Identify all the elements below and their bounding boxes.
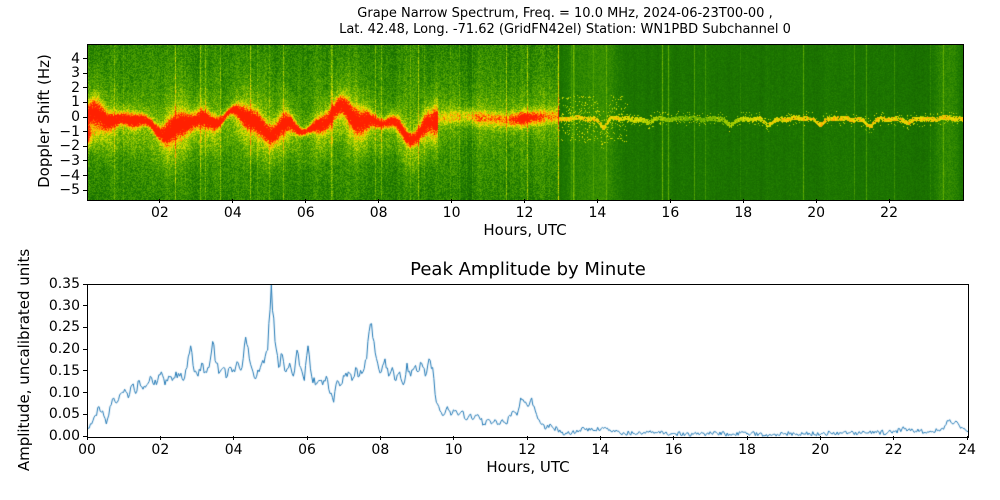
spectrogram-x-tick-label: 20	[807, 205, 826, 221]
spectrogram-axes	[87, 44, 964, 201]
spectrogram-y-tick-mark	[83, 189, 87, 191]
spectrogram-y-tick-label: 0	[71, 109, 80, 126]
figure-title-line1: Grape Narrow Spectrum, Freq. = 10.0 MHz,…	[357, 6, 773, 21]
amplitude-x-tick-label: 16	[664, 442, 683, 458]
spectrogram-y-tick-label: −3	[59, 152, 80, 169]
amplitude-x-tick-mark	[893, 436, 895, 440]
amplitude-xlabel: Hours, UTC	[486, 458, 570, 476]
amplitude-x-tick-label: 02	[151, 442, 170, 458]
spectrogram-y-tick-label: −1	[59, 123, 80, 140]
spectrogram-x-tick-mark	[232, 199, 234, 203]
spectrogram-x-tick-label: 04	[223, 205, 242, 221]
spectrogram-xlabel: Hours, UTC	[483, 221, 567, 239]
spectrogram-x-tick-mark	[596, 199, 598, 203]
amplitude-title: Peak Amplitude by Minute	[410, 259, 646, 280]
spectrogram-x-tick-label: 08	[369, 205, 388, 221]
spectrogram-x-tick-mark	[159, 199, 161, 203]
amplitude-x-tick-mark	[819, 436, 821, 440]
amplitude-y-tick-label: 0.30	[48, 297, 80, 314]
amplitude-x-tick-mark	[159, 436, 161, 440]
amplitude-ylabel: Amplitude, uncalibrated units	[15, 248, 33, 472]
amplitude-x-tick-mark	[379, 436, 381, 440]
spectrogram-x-tick-label: 22	[880, 205, 898, 221]
amplitude-x-tick-mark	[966, 436, 968, 440]
spectrogram-y-tick-mark	[83, 175, 87, 177]
amplitude-x-tick-mark	[453, 436, 455, 440]
spectrogram-y-tick-mark	[83, 145, 87, 147]
spectrogram-y-tick-mark	[83, 116, 87, 118]
amplitude-x-tick-label: 10	[444, 442, 463, 458]
amplitude-y-tick-label: 0.25	[48, 319, 80, 336]
amplitude-x-tick-label: 00	[78, 442, 96, 458]
amplitude-x-tick-mark	[599, 436, 601, 440]
spectrogram-y-tick-mark	[83, 160, 87, 162]
spectrogram-x-tick-label: 06	[296, 205, 315, 221]
amplitude-y-tick-label: 0.10	[48, 384, 80, 401]
amplitude-x-tick-mark	[306, 436, 308, 440]
amplitude-y-tick-label: 0.15	[48, 362, 80, 379]
amplitude-x-tick-label: 14	[591, 442, 610, 458]
amplitude-y-tick-mark	[83, 283, 87, 285]
spectrogram-y-tick-label: 1	[71, 94, 80, 111]
amplitude-y-tick-label: 0.00	[48, 428, 80, 444]
amplitude-x-tick-label: 18	[738, 442, 756, 458]
amplitude-x-tick-label: 12	[518, 442, 536, 458]
spectrogram-ylabel: Doppler Shift (Hz)	[35, 54, 53, 188]
amplitude-y-tick-mark	[83, 305, 87, 307]
amplitude-x-tick-label: 24	[958, 442, 976, 458]
amplitude-x-tick-label: 08	[371, 442, 390, 458]
spectrogram-y-tick-mark	[83, 58, 87, 60]
spectrogram-x-tick-mark	[378, 199, 380, 203]
amplitude-axes	[87, 284, 969, 438]
spectrogram-x-tick-label: 16	[661, 205, 680, 221]
amplitude-y-tick-label: 0.20	[48, 341, 80, 358]
spectrogram-y-tick-label: 3	[71, 65, 80, 82]
amplitude-y-tick-mark	[83, 348, 87, 350]
amplitude-x-tick-mark	[673, 436, 675, 440]
amplitude-x-tick-label: 22	[884, 442, 903, 458]
spectrogram-y-tick-label: 2	[71, 79, 80, 96]
spectrogram-y-tick-mark	[83, 101, 87, 103]
spectrogram-x-tick-mark	[451, 199, 453, 203]
amplitude-y-tick-mark	[83, 435, 87, 437]
figure-title: Grape Narrow Spectrum, Freq. = 10.0 MHz,…	[339, 6, 791, 39]
spectrogram-x-tick-label: 14	[588, 205, 607, 221]
spectrogram-canvas	[88, 45, 963, 200]
spectrogram-x-tick-mark	[742, 199, 744, 203]
spectrogram-x-tick-mark	[888, 199, 890, 203]
spectrogram-y-tick-label: −2	[59, 138, 80, 155]
amplitude-x-tick-mark	[86, 436, 88, 440]
amplitude-y-tick-mark	[83, 392, 87, 394]
spectrogram-y-tick-label: −5	[59, 182, 80, 199]
amplitude-y-tick-mark	[83, 326, 87, 328]
spectrogram-x-tick-mark	[669, 199, 671, 203]
spectrogram-y-tick-label: −4	[59, 167, 80, 184]
amplitude-y-tick-mark	[83, 370, 87, 372]
spectrogram-y-tick-mark	[83, 72, 87, 74]
figure-title-line2: Lat. 42.48, Long. -71.62 (GridFN42el) St…	[339, 22, 791, 38]
amplitude-x-tick-label: 06	[298, 442, 316, 458]
amplitude-x-tick-mark	[233, 436, 235, 440]
amplitude-canvas	[88, 285, 968, 437]
spectrogram-x-tick-label: 18	[734, 205, 753, 221]
spectrogram-x-tick-mark	[524, 199, 525, 203]
spectrogram-x-tick-label: 10	[442, 205, 461, 221]
spectrogram-x-tick-label: 12	[515, 205, 534, 221]
spectrogram-y-tick-mark	[83, 131, 87, 133]
amplitude-x-tick-mark	[526, 436, 528, 440]
amplitude-y-tick-label: 0.35	[48, 276, 80, 292]
amplitude-y-tick-mark	[83, 413, 87, 415]
amplitude-x-tick-mark	[746, 436, 748, 440]
spectrogram-x-tick-mark	[305, 199, 307, 203]
spectrogram-x-tick-mark	[815, 199, 817, 203]
amplitude-x-tick-label: 20	[811, 442, 830, 458]
amplitude-y-tick-label: 0.05	[48, 406, 80, 423]
amplitude-x-tick-label: 04	[224, 442, 243, 458]
spectrogram-y-tick-mark	[83, 87, 87, 89]
spectrogram-y-tick-label: 4	[71, 50, 80, 67]
spectrogram-x-tick-label: 02	[150, 205, 169, 221]
